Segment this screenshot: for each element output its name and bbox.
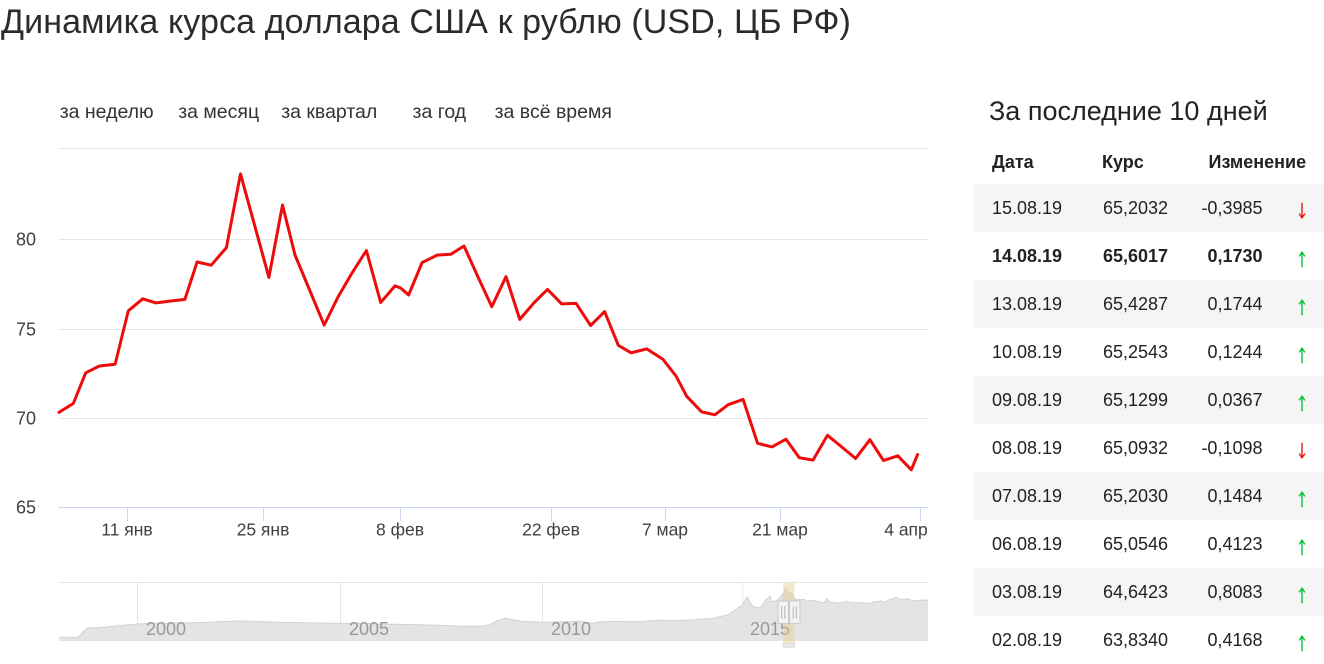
svg-text:2000: 2000 xyxy=(146,619,186,639)
svg-text:80: 80 xyxy=(16,230,36,250)
svg-text:25 янв: 25 янв xyxy=(237,520,290,540)
svg-text:11 янв: 11 янв xyxy=(101,520,152,540)
svg-text:65: 65 xyxy=(16,498,36,518)
svg-text:75: 75 xyxy=(16,320,36,340)
svg-text:22 фев: 22 фев xyxy=(522,520,580,540)
svg-text:2005: 2005 xyxy=(349,619,389,639)
svg-text:7 мар: 7 мар xyxy=(642,520,688,540)
svg-text:4 апр: 4 апр xyxy=(884,520,928,540)
svg-text:21 мар: 21 мар xyxy=(752,520,808,540)
svg-text:2010: 2010 xyxy=(551,619,591,639)
svg-text:70: 70 xyxy=(16,409,36,429)
svg-text:8 фев: 8 фев xyxy=(376,520,424,540)
